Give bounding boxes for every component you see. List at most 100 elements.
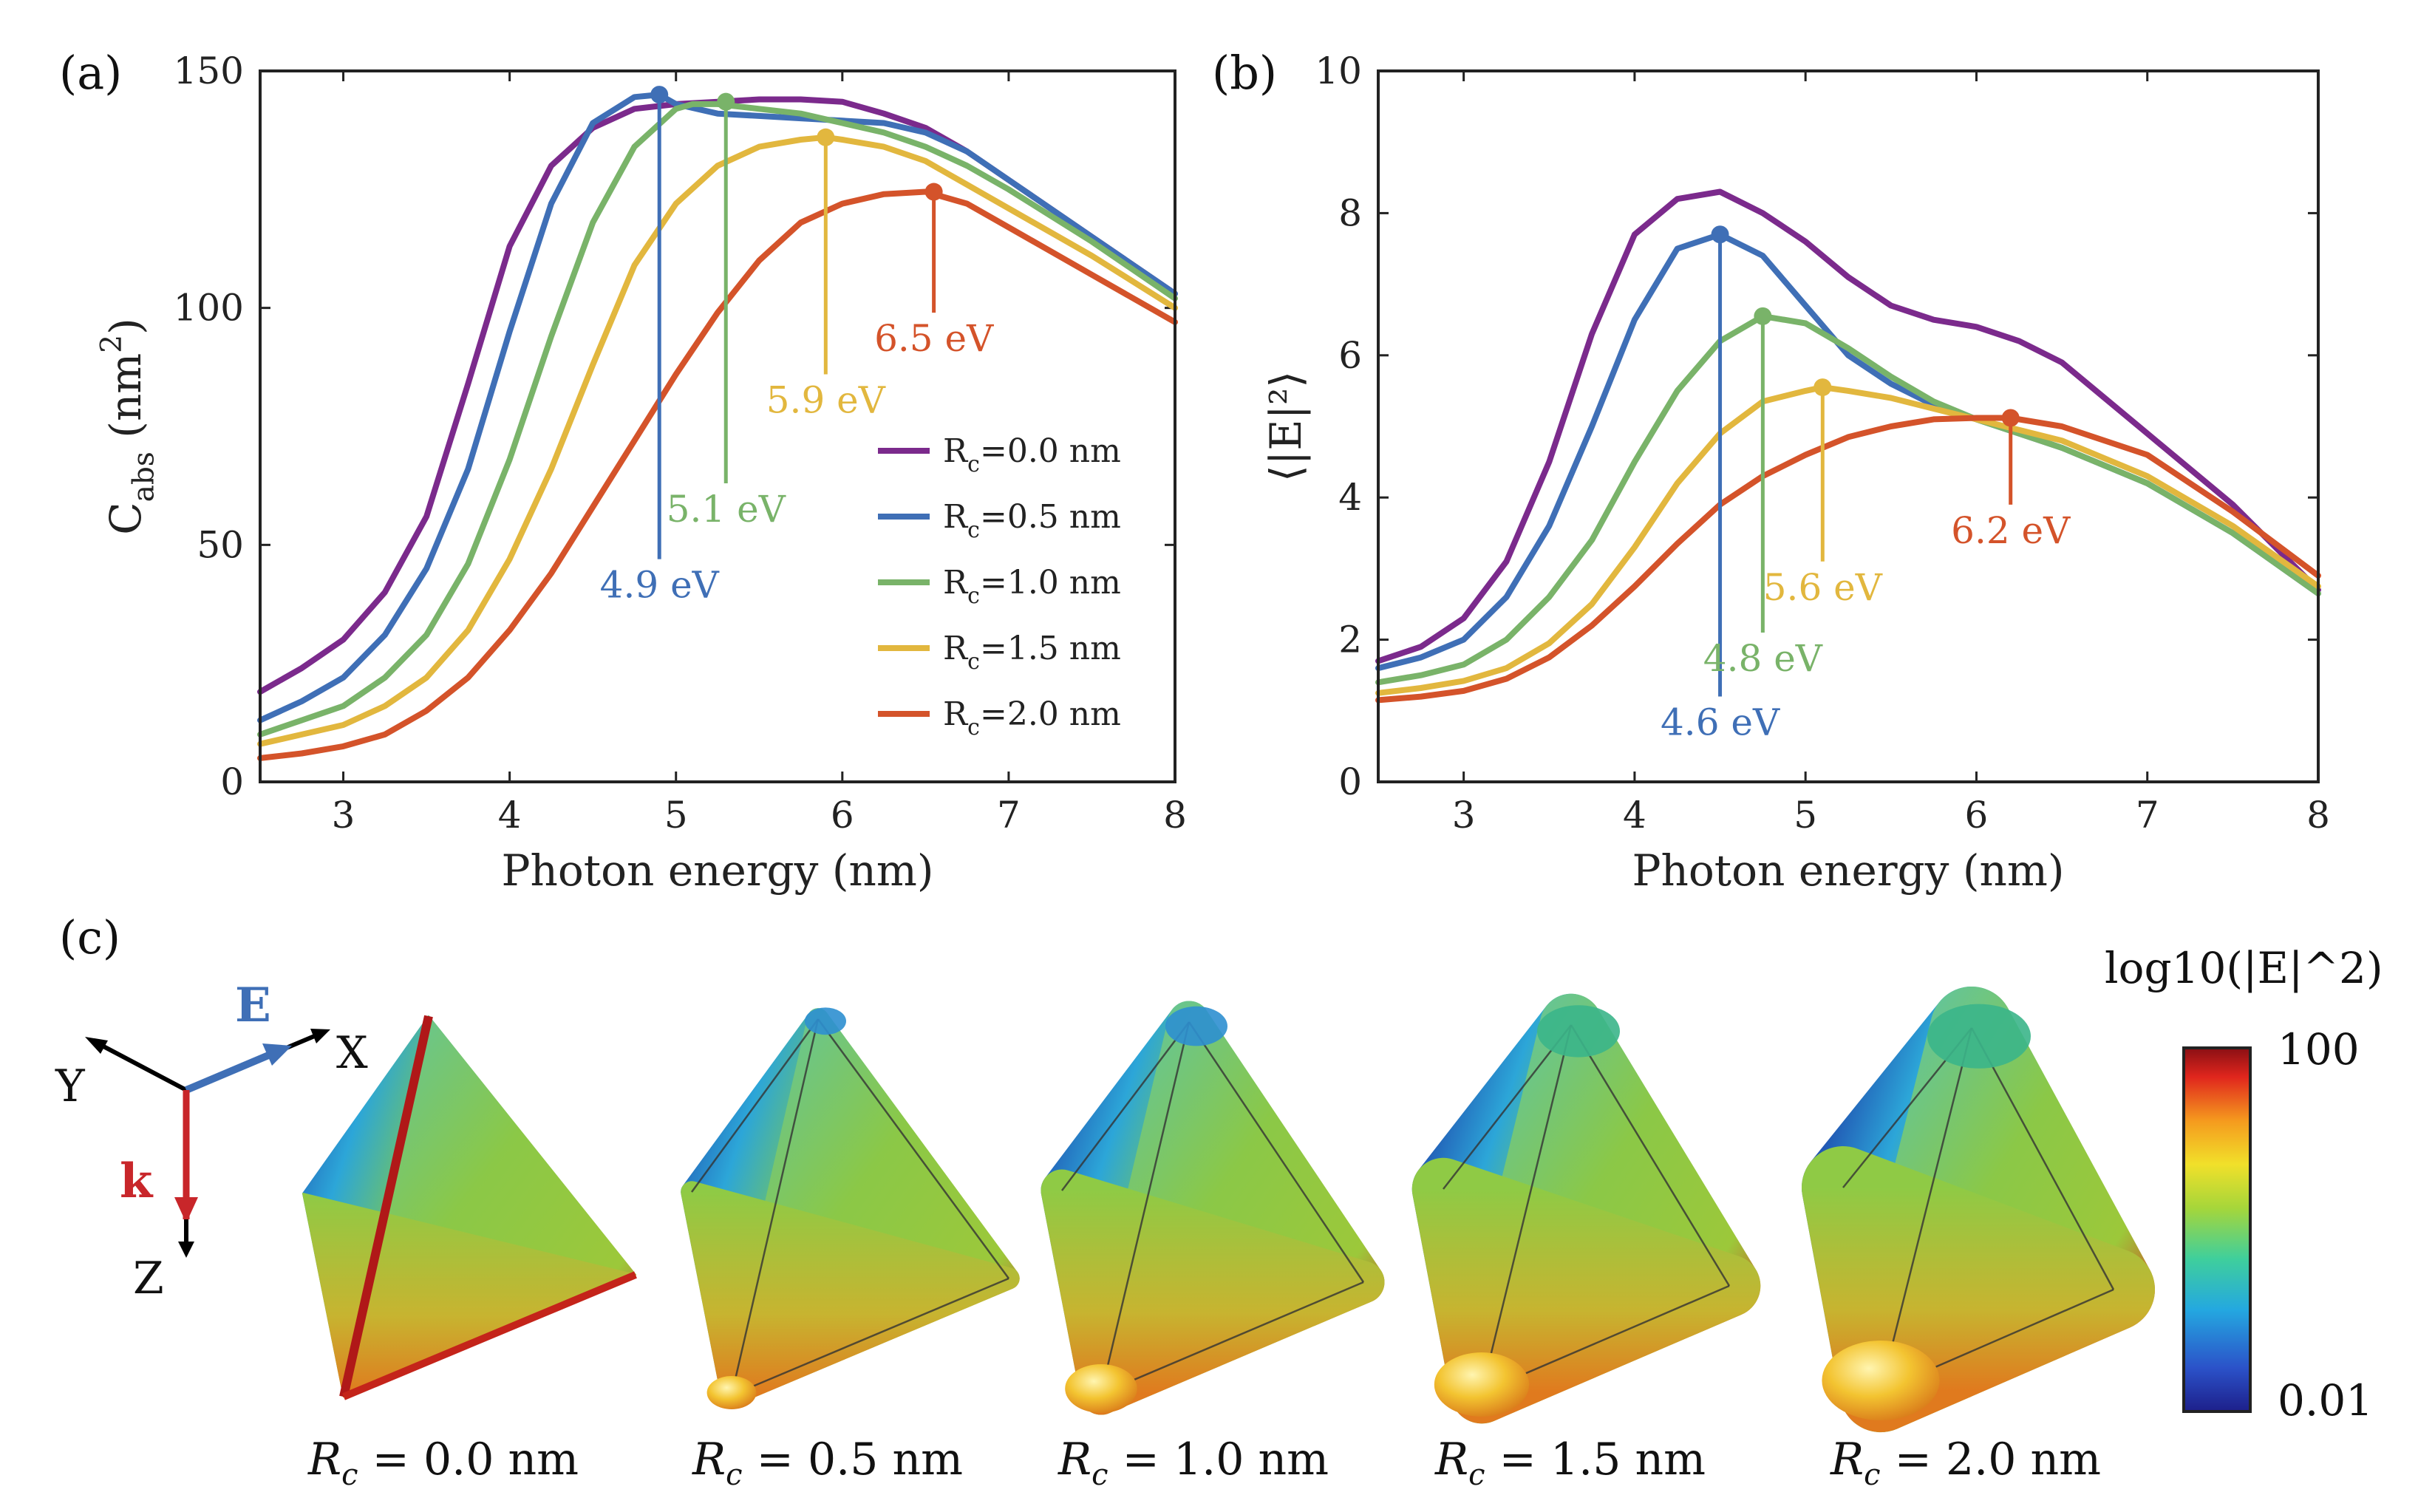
rc-label: Rc = 1.5 nm	[1434, 1434, 1706, 1492]
x-tick-label: 6	[831, 794, 854, 837]
peak-point	[924, 183, 943, 201]
peak-label: 4.6 eV	[1661, 701, 1780, 744]
x-tick-label: 5	[664, 794, 688, 837]
y-tick-label: 2	[1338, 619, 1362, 661]
x-tick-label: 3	[1452, 794, 1476, 837]
tetrahedron: Rc = 0.5 nm	[681, 1007, 1020, 1492]
peak-point	[2001, 409, 2020, 427]
hot-edge	[342, 1271, 637, 1400]
rc-label: Rc = 2.0 nm	[1830, 1434, 2101, 1492]
edge-line	[1188, 1021, 1365, 1283]
peak-label: 5.6 eV	[1763, 566, 1883, 609]
plot-frame	[259, 69, 1176, 783]
x-axis-label: Photon energy (nm)	[1632, 845, 2065, 896]
tetrahedron: Rc = 0.0 nm	[302, 1015, 637, 1492]
edge-line	[1100, 1021, 1191, 1394]
y-tick-label: 10	[1315, 50, 1362, 92]
rounded-tip-top	[805, 1007, 846, 1035]
x-tick-label: 3	[332, 794, 355, 837]
hot-edge	[339, 1015, 433, 1398]
x-tick-label: 5	[1794, 794, 1817, 837]
rc-label: Rc = 0.5 nm	[692, 1434, 963, 1492]
series-line	[257, 134, 1178, 747]
peak-point	[1754, 307, 1772, 325]
y-axis-label: Cabs​ (nm2​)	[95, 318, 161, 535]
peak-label: 5.1 eV	[667, 488, 786, 531]
coordinate-axes: Y X Z E k	[55, 978, 368, 1304]
legend: Rc​=0.0 nm Rc​=0.5 nm Rc​=1.0 nm Rc​=1.5 nm…	[878, 432, 1121, 740]
rounded-tip-top	[1927, 1004, 2031, 1069]
x-axis-label: Photon energy (nm)	[502, 845, 934, 896]
colorbar: log10(|E|^2) 100 0.01	[2105, 943, 2383, 1426]
series-line	[1375, 188, 2321, 664]
edge-line	[1879, 1027, 1973, 1392]
y-tick-label: 4	[1338, 476, 1362, 519]
peak-label: 6.2 eV	[1951, 509, 2071, 552]
legend-label: Rc​=0.0 nm	[943, 432, 1121, 477]
panel-label-c: (c)	[59, 910, 120, 964]
y-tick-label: 50	[197, 523, 244, 566]
series-line	[1375, 415, 2321, 704]
peak-point	[1711, 225, 1729, 244]
legend-label: Rc​=2.0 nm	[943, 695, 1121, 740]
y-tick-label: 100	[174, 287, 244, 330]
axis-y-label: Y	[55, 1060, 86, 1112]
rounded-tip	[1434, 1352, 1530, 1417]
panel-label-a: (a)	[59, 46, 122, 100]
colorbar-max: 100	[2278, 1024, 2360, 1075]
peak-point	[1814, 378, 1832, 397]
colorbar-min: 0.01	[2278, 1375, 2373, 1426]
x-tick-label: 4	[1623, 794, 1646, 837]
axis-x-label: X	[336, 1027, 368, 1079]
rounded-tip	[706, 1376, 757, 1409]
edge-line	[1061, 1021, 1190, 1191]
chart-a: 3 4 5 6 7 8 0 50 100 150 4.9 eV 5.1 eV 5.9 eV 6.5 eV P…	[95, 50, 1187, 896]
edge-line	[690, 1018, 820, 1193]
rounded-tip	[1065, 1364, 1137, 1413]
y-tick-label: 8	[1338, 191, 1362, 234]
y-axis-label: ⟨|E|²⟩	[1261, 371, 1311, 482]
peak-label: 4.8 eV	[1703, 637, 1823, 680]
plot-frame	[1377, 69, 2320, 783]
k-vector-label: k	[120, 1154, 154, 1209]
legend-label: Rc​=1.5 nm	[943, 630, 1121, 675]
series-line	[257, 92, 1178, 723]
edge-line	[730, 1018, 820, 1396]
edge-line	[817, 1018, 1010, 1279]
series-line	[1375, 313, 2321, 686]
axis-z-label: Z	[133, 1253, 164, 1304]
edge-line	[1970, 1027, 2115, 1290]
tetrahedra: Rc = 0.0 nm Rc = 0.5 nm Rc = 1.0 nm Rc = 1.…	[302, 987, 2155, 1492]
series-line	[257, 188, 1178, 761]
rounded-tip-top	[1537, 1005, 1620, 1058]
edge-line	[1100, 1281, 1364, 1395]
x-tick-label: 7	[997, 794, 1021, 837]
y-tick-label: 6	[1338, 334, 1362, 377]
rc-label: Rc = 1.0 nm	[1058, 1434, 1329, 1492]
series-line	[257, 101, 1178, 738]
x-tick-label: 8	[2306, 794, 2330, 837]
rounded-tip-top	[1165, 1006, 1227, 1046]
series-line	[1375, 384, 2321, 696]
edge-line	[1443, 1024, 1572, 1190]
peak-point	[717, 92, 735, 111]
edge-line	[1570, 1024, 1731, 1287]
y-tick-label: 0	[220, 760, 244, 803]
chart-b: 3 4 5 6 7 8 0 2 4 6 8 10 4.6 eV 4.8 eV 5.6 eV 6.2 eV Pho…	[1261, 50, 2330, 896]
tetrahedron: Rc = 1.0 nm	[1041, 1001, 1385, 1492]
tetrahedron: Rc = 2.0 nm	[1802, 987, 2155, 1492]
peak-point	[817, 128, 835, 146]
edge-line	[1480, 1024, 1573, 1393]
rc-label: Rc = 0.0 nm	[307, 1434, 579, 1492]
tetrahedron: Rc = 1.5 nm	[1411, 993, 1761, 1492]
legend-label: Rc​=0.5 nm	[943, 498, 1121, 543]
x-tick-label: 6	[1965, 794, 1989, 837]
peak-label: 5.9 eV	[766, 378, 886, 421]
rounded-tip	[1822, 1341, 1940, 1420]
x-tick-label: 7	[2136, 794, 2159, 837]
edge-line	[731, 1277, 1009, 1397]
peak-label: 6.5 eV	[874, 317, 994, 360]
x-tick-label: 4	[498, 794, 522, 837]
peak-label: 4.9 eV	[600, 564, 720, 607]
